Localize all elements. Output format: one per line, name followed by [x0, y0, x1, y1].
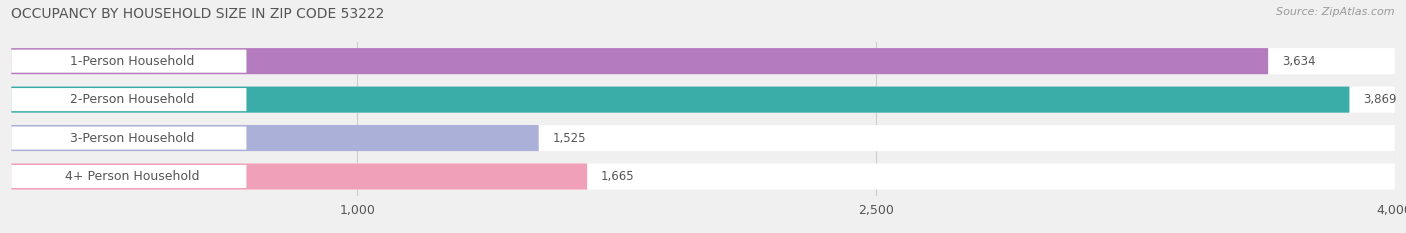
FancyBboxPatch shape	[11, 163, 588, 190]
FancyBboxPatch shape	[11, 86, 1350, 113]
FancyBboxPatch shape	[11, 127, 246, 150]
FancyBboxPatch shape	[11, 48, 1395, 74]
Text: 1-Person Household: 1-Person Household	[70, 55, 194, 68]
FancyBboxPatch shape	[11, 125, 538, 151]
FancyBboxPatch shape	[11, 165, 246, 188]
Text: Source: ZipAtlas.com: Source: ZipAtlas.com	[1277, 7, 1395, 17]
Text: 3-Person Household: 3-Person Household	[70, 132, 194, 144]
FancyBboxPatch shape	[11, 163, 1395, 190]
Text: 3,634: 3,634	[1282, 55, 1316, 68]
FancyBboxPatch shape	[11, 125, 1395, 151]
FancyBboxPatch shape	[11, 86, 1395, 113]
FancyBboxPatch shape	[11, 48, 1268, 74]
Text: 4+ Person Household: 4+ Person Household	[65, 170, 200, 183]
Text: 3,869: 3,869	[1364, 93, 1396, 106]
FancyBboxPatch shape	[11, 88, 246, 111]
Text: 1,665: 1,665	[600, 170, 634, 183]
Text: 2-Person Household: 2-Person Household	[70, 93, 194, 106]
Text: OCCUPANCY BY HOUSEHOLD SIZE IN ZIP CODE 53222: OCCUPANCY BY HOUSEHOLD SIZE IN ZIP CODE …	[11, 7, 385, 21]
FancyBboxPatch shape	[11, 50, 246, 73]
Text: 1,525: 1,525	[553, 132, 586, 144]
